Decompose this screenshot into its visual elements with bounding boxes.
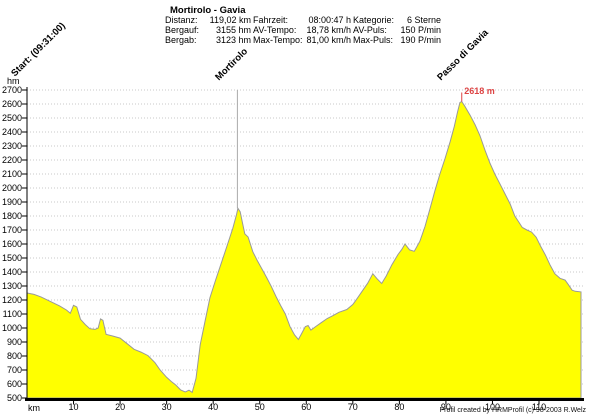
summit-elevation-label: 2618 m <box>464 85 495 96</box>
y-tick-label: 600 <box>6 378 22 389</box>
stat-row: Bergauf: 3155 hm <box>165 25 251 35</box>
y-tick-label: 800 <box>6 350 22 361</box>
stat-value: 81,00 km/h <box>306 35 351 45</box>
y-tick-label: 2000 <box>1 182 22 193</box>
x-tick-label: 110 <box>531 402 547 412</box>
y-tick-label: 1800 <box>1 210 22 221</box>
stats-column-category-pulse: Kategorie: 6 Sterne AV-Puls: 150 P/min Max… <box>353 15 441 45</box>
stats-column-time-speed: Fahrzeit: 08:00:47 h AV-Tempo: 18,78 km/h … <box>253 15 351 45</box>
y-tick-label: 2300 <box>1 140 22 151</box>
stat-label: Fahrzeit: <box>253 15 289 25</box>
y-tick-label: 2700 <box>1 84 22 95</box>
y-tick-label: 1700 <box>1 224 22 235</box>
y-tick-label: 900 <box>6 336 22 347</box>
stat-value: 119,02 km <box>209 15 251 25</box>
y-tick-label: 1000 <box>1 322 22 333</box>
y-tick-label: 1900 <box>1 196 22 207</box>
stat-value: 08:00:47 h <box>308 15 351 25</box>
stat-label: Bergab: <box>165 35 197 45</box>
y-tick-label: 500 <box>6 392 22 403</box>
stat-label: AV-Puls: <box>353 25 387 35</box>
y-tick-label: 1200 <box>1 294 22 305</box>
y-tick-label: 2500 <box>1 112 22 123</box>
stat-row: Distanz: 119,02 km <box>165 15 251 25</box>
x-tick-label: 40 <box>208 402 219 412</box>
y-tick-label: 700 <box>6 364 22 375</box>
stat-label: Kategorie: <box>353 15 395 25</box>
stat-label: Max-Tempo: <box>253 35 303 45</box>
y-tick-label: 1400 <box>1 266 22 277</box>
stat-value: 150 P/min <box>400 25 441 35</box>
stat-row: Kategorie: 6 Sterne <box>353 15 441 25</box>
stat-row: AV-Puls: 150 P/min <box>353 25 441 35</box>
software-credit-text: Profil created by HRMProfil (c) 98-2003 … <box>439 407 586 414</box>
y-tick-label: 2600 <box>1 98 22 109</box>
x-tick-label: 30 <box>161 402 172 412</box>
stat-label: Bergauf: <box>165 25 200 35</box>
stat-value: 6 Sterne <box>406 15 441 25</box>
y-tick-label: 1100 <box>2 308 22 319</box>
stat-label: AV-Tempo: <box>253 25 297 35</box>
stats-column-distance: Distanz: 119,02 km Bergauf: 3155 hm Bergab… <box>165 15 251 45</box>
x-tick-label: 80 <box>394 402 405 412</box>
stat-label: Distanz: <box>165 15 198 25</box>
y-tick-label: 1500 <box>1 252 22 263</box>
stat-label: Max-Puls: <box>353 35 394 45</box>
x-tick-label: 90 <box>440 402 451 412</box>
x-tick-label: 60 <box>301 402 312 412</box>
stat-value: 18,78 km/h <box>306 25 351 35</box>
y-tick-label: 2100 <box>1 168 22 179</box>
x-tick-label: 20 <box>115 402 126 412</box>
y-axis-unit-label: hm <box>7 76 20 86</box>
y-tick-label: 1600 <box>1 238 22 249</box>
page-title: Mortirolo - Gavia <box>170 5 246 16</box>
stat-row: Bergab: 3123 hm <box>165 35 251 45</box>
x-tick-label: 70 <box>347 402 358 412</box>
stat-value: 3155 hm <box>215 25 251 35</box>
stat-row: Fahrzeit: 08:00:47 h <box>253 15 351 25</box>
x-tick-label: 50 <box>254 402 265 412</box>
stat-value: 190 P/min <box>400 35 441 45</box>
stat-row: Max-Tempo: 81,00 km/h <box>253 35 351 45</box>
x-tick-label: 10 <box>68 402 79 412</box>
stat-value: 3123 hm <box>215 35 251 45</box>
y-tick-label: 2400 <box>1 126 22 137</box>
stat-row: AV-Tempo: 18,78 km/h <box>253 25 351 35</box>
x-tick-label: 100 <box>484 402 500 412</box>
y-tick-label: 2200 <box>1 154 22 165</box>
y-tick-label: 1300 <box>1 280 22 291</box>
x-axis-unit-label: km <box>28 403 40 413</box>
stat-row: Max-Puls: 190 P/min <box>353 35 441 45</box>
